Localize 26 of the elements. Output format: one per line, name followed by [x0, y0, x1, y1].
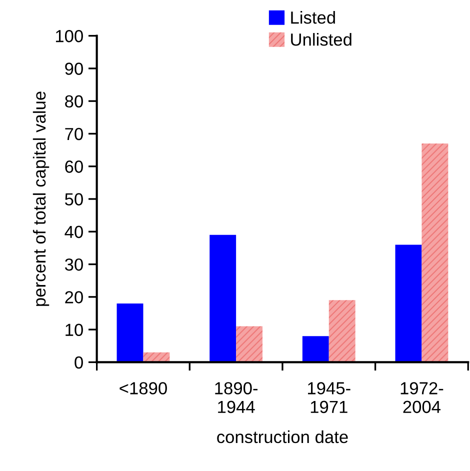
y-tick-label: 80: [65, 95, 83, 108]
bar: [422, 144, 448, 362]
y-tick-label: 10: [66, 324, 83, 336]
bar: [116, 303, 144, 362]
x-tick-label: 1972- 2004: [400, 382, 444, 414]
y-tick-label: 70: [65, 128, 83, 140]
y-tick-label: 40: [64, 226, 83, 238]
x-tick-label: 1945- 1971: [308, 382, 350, 414]
y-axis-title: percent of total capital value: [32, 92, 50, 306]
y-tick-label: 60: [65, 160, 83, 173]
y-tick-label: 90: [65, 62, 83, 75]
bar: [302, 336, 329, 362]
x-tick-label: 1890- 1944: [215, 382, 258, 414]
y-tick-label: 30: [64, 258, 83, 271]
legend-label: Listed: [291, 11, 335, 24]
x-axis-title: construction date: [217, 430, 348, 444]
bar: [236, 326, 263, 362]
y-tick-label: 50: [65, 193, 83, 206]
y-tick-label: 0: [74, 356, 83, 369]
bar: [395, 244, 422, 362]
x-tick-label: <1890: [120, 382, 167, 394]
legend-label: Unlisted: [291, 33, 352, 46]
bar: [328, 300, 356, 362]
bar: [210, 234, 236, 362]
y-tick-label: 100: [56, 30, 83, 42]
y-tick-label: 20: [65, 291, 83, 304]
